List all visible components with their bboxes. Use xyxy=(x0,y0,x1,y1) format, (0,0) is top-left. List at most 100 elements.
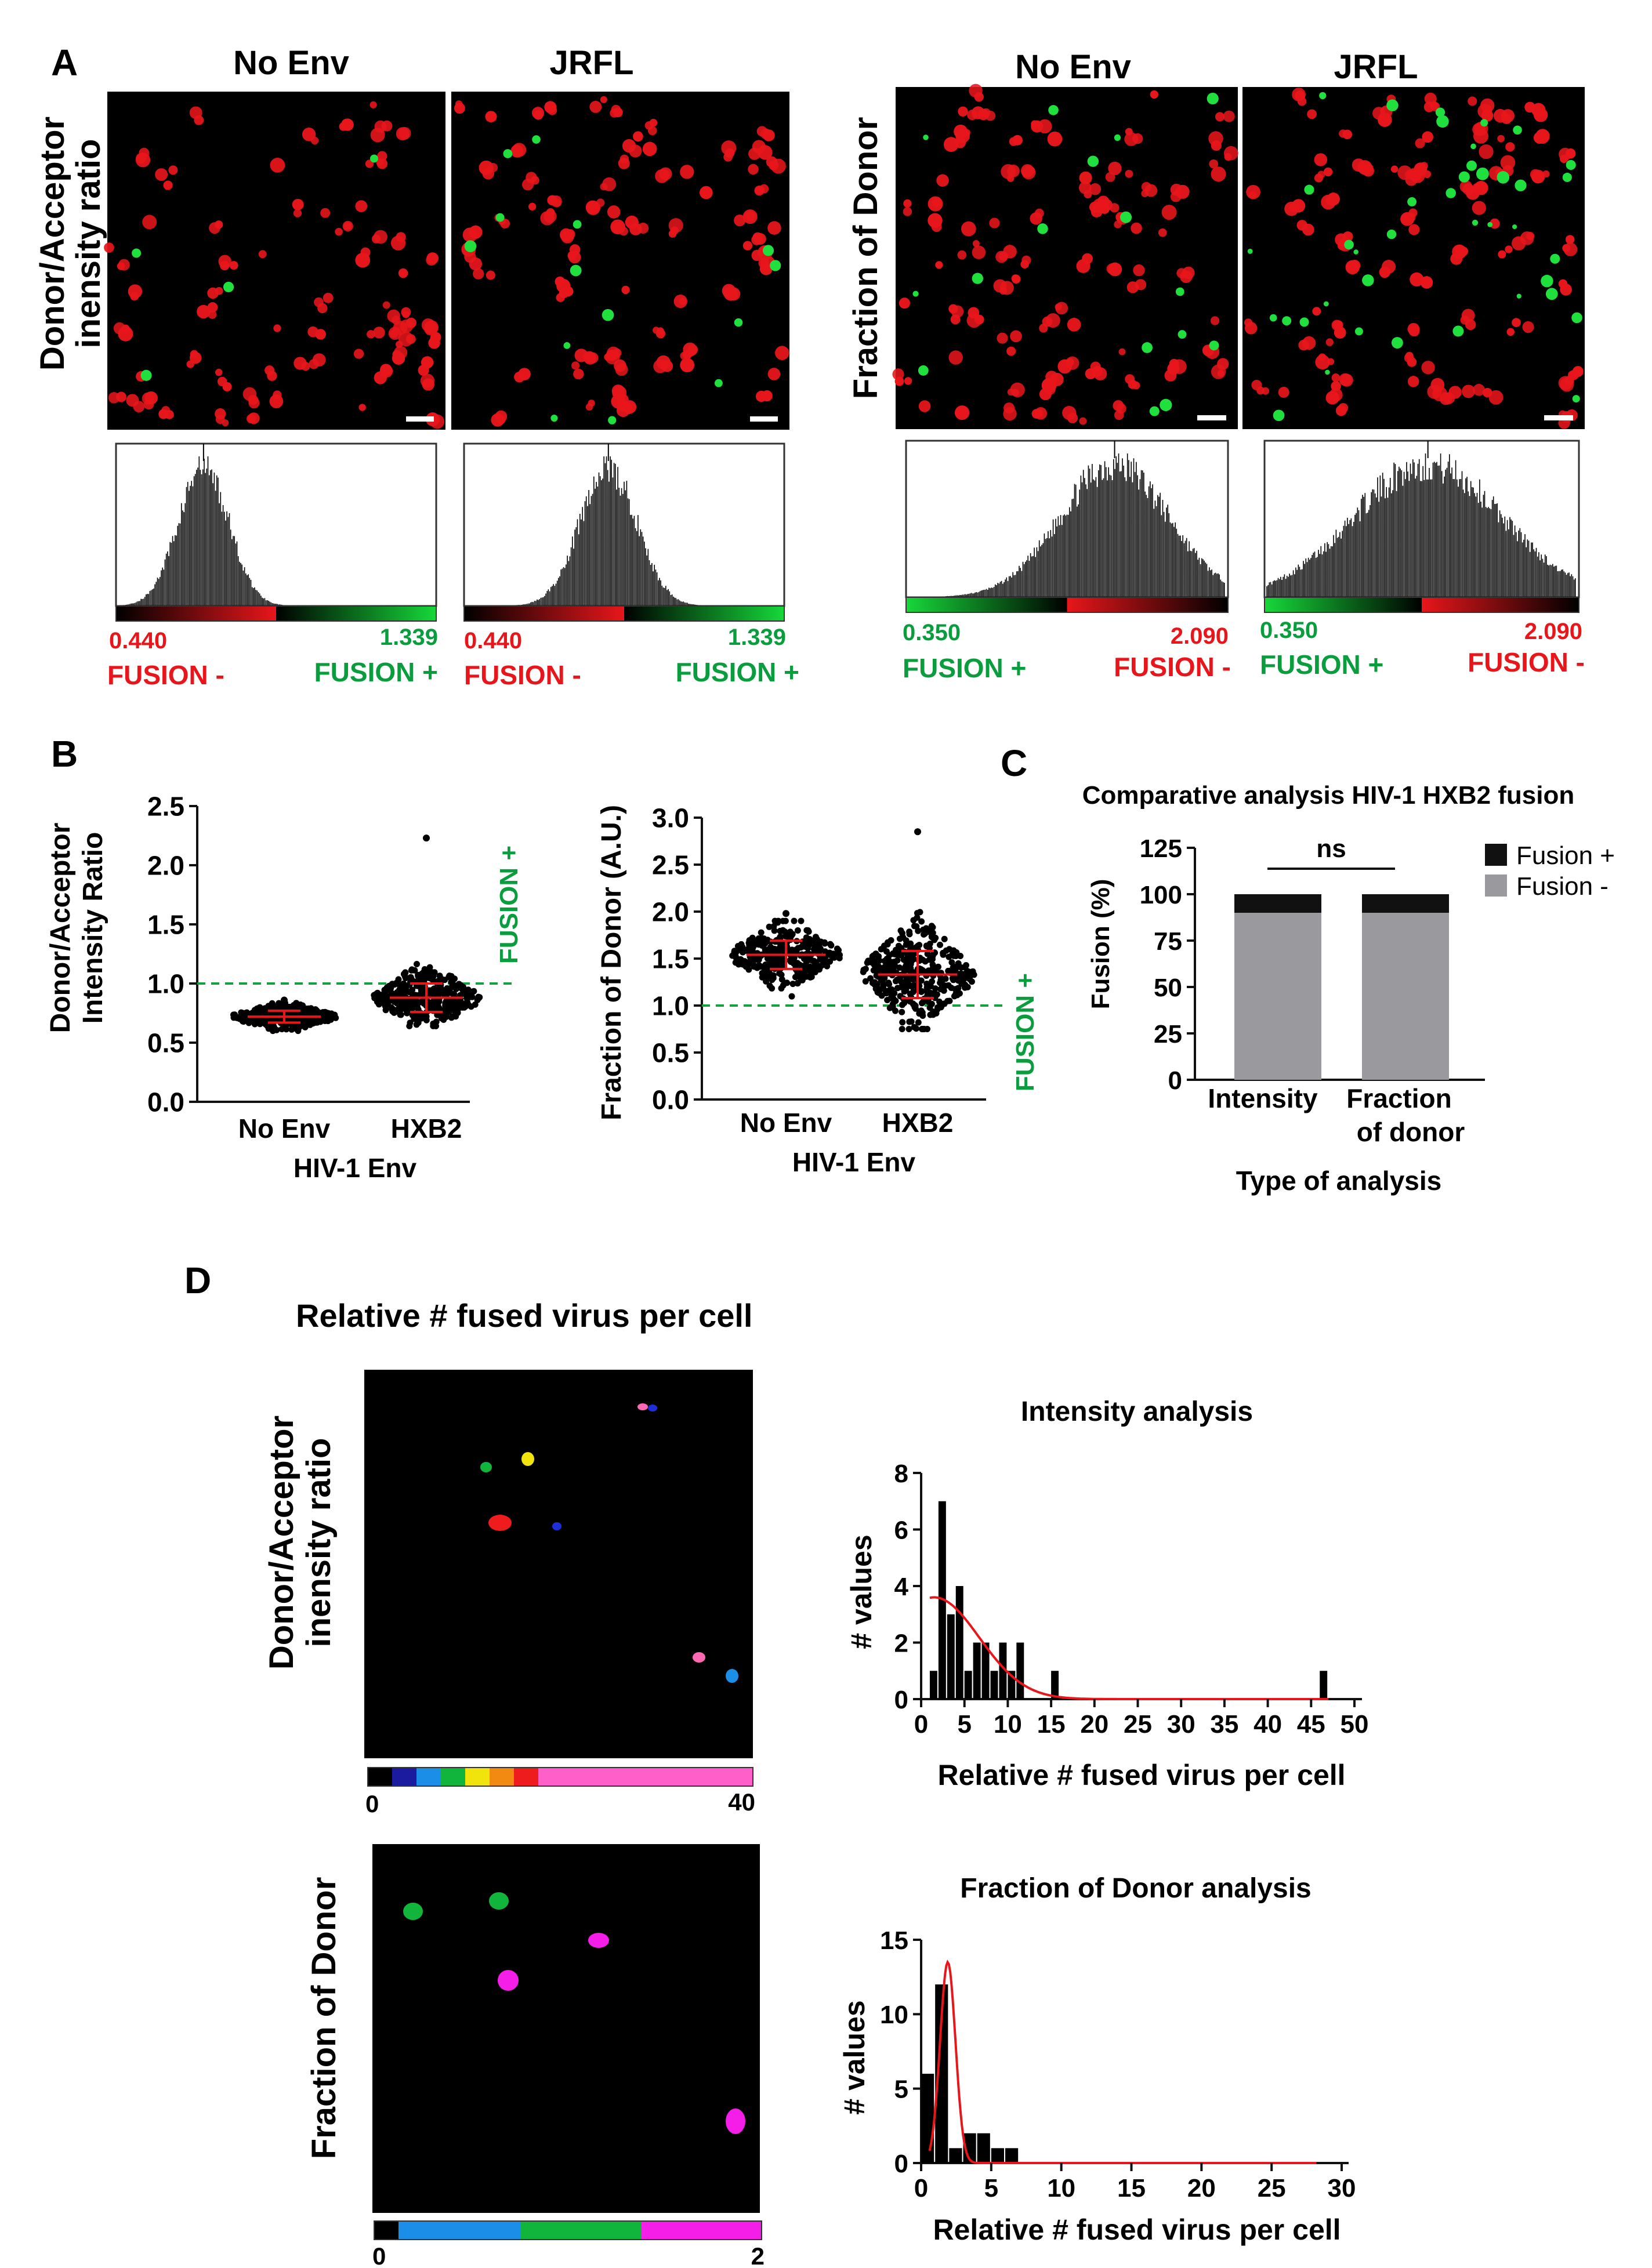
data-point xyxy=(407,1019,414,1026)
red-cell xyxy=(972,239,980,248)
cell-pink xyxy=(637,1403,657,1411)
data-point xyxy=(747,939,753,946)
red-cell xyxy=(371,234,381,244)
data-point xyxy=(450,981,457,988)
red-cell xyxy=(540,211,555,226)
data-point xyxy=(411,967,418,974)
x-tick-label: 25 xyxy=(1124,1710,1152,1739)
red-cell xyxy=(1563,242,1578,256)
data-point xyxy=(461,1004,468,1011)
red-cell xyxy=(649,118,658,127)
x-tick-label: 20 xyxy=(1187,2174,1216,2202)
red-cell xyxy=(943,137,959,152)
data-point xyxy=(870,967,877,974)
panel-d-title: Relative # fused virus per cell xyxy=(296,1297,752,1334)
red-cell xyxy=(622,139,636,153)
green-cell xyxy=(1354,327,1363,336)
red-cell xyxy=(418,364,429,376)
y-tick-label: 0.5 xyxy=(652,1038,689,1068)
category-label-fraction-line1: Fraction xyxy=(1346,1083,1451,1113)
data-point xyxy=(945,967,952,974)
data-point xyxy=(950,977,957,984)
red-cell xyxy=(1223,110,1235,122)
red-cell xyxy=(961,221,976,237)
data-point xyxy=(916,1010,923,1017)
data-point xyxy=(307,1021,314,1028)
y-tick-label: 8 xyxy=(894,1460,908,1488)
data-point xyxy=(923,981,930,987)
red-cell xyxy=(370,128,385,143)
data-point xyxy=(821,939,828,946)
red-cell xyxy=(571,361,580,370)
red-cell xyxy=(1407,357,1417,367)
green-cell xyxy=(1516,293,1521,299)
histogram-bar xyxy=(973,1642,981,1699)
histogram-bar xyxy=(999,1642,1007,1699)
red-cell xyxy=(1055,302,1068,315)
red-cell xyxy=(1490,218,1500,229)
red-cell xyxy=(427,252,439,264)
red-cell xyxy=(1089,183,1102,195)
green-cell xyxy=(1572,395,1580,403)
category-label-intensity: Intensity xyxy=(1208,1083,1318,1113)
red-cell xyxy=(360,247,371,257)
data-point xyxy=(804,943,811,949)
red-cell xyxy=(1531,169,1545,184)
data-point xyxy=(777,933,784,940)
red-cell xyxy=(1535,129,1550,144)
data-point xyxy=(442,1000,449,1007)
data-point xyxy=(434,1011,441,1018)
x-tick-label: 40 xyxy=(1254,1710,1282,1739)
colorbar-max: 2 xyxy=(751,2242,765,2268)
red-cell xyxy=(904,377,912,385)
red-cell xyxy=(1505,142,1515,152)
red-cell xyxy=(215,415,225,424)
red-cell xyxy=(622,400,637,414)
colorbar xyxy=(463,605,785,622)
data-point xyxy=(943,947,950,954)
green-cell xyxy=(1550,253,1560,264)
histogram-bar xyxy=(1320,1671,1328,1699)
red-cell xyxy=(1079,171,1092,184)
data-point xyxy=(934,1006,941,1013)
red-cell xyxy=(1423,170,1432,179)
bar-fusion-neg xyxy=(1234,913,1321,1080)
cell-light-blue xyxy=(726,1669,738,1683)
data-point xyxy=(962,964,969,971)
gaussian-fit-curve xyxy=(928,1959,1317,2164)
pixel-histogram-intensity-no-env xyxy=(115,442,437,622)
bar-fusion-neg xyxy=(1362,913,1449,1080)
red-cell xyxy=(1410,272,1424,286)
y-tick-label: 100 xyxy=(1140,881,1182,909)
green-cell xyxy=(1273,409,1285,422)
green-cell xyxy=(1562,172,1572,182)
data-point xyxy=(302,1024,309,1030)
data-point xyxy=(236,1015,242,1022)
colorbar-intensity xyxy=(367,1767,753,1787)
red-cell xyxy=(1012,389,1019,397)
green-cell xyxy=(503,149,513,158)
green-cell xyxy=(1435,107,1446,117)
y-tick-label: 0 xyxy=(1168,1066,1182,1095)
data-point xyxy=(803,927,810,934)
micrograph-intensity-no-env xyxy=(104,92,445,430)
red-cell xyxy=(997,332,1008,344)
red-cell xyxy=(1497,135,1505,143)
data-point xyxy=(884,941,891,948)
x-tick-label: 10 xyxy=(1047,2174,1075,2202)
data-point xyxy=(776,970,783,977)
red-cell xyxy=(1501,109,1515,123)
red-cell xyxy=(293,209,302,217)
green-cell xyxy=(1319,92,1327,100)
histogram-bar xyxy=(947,1614,955,1699)
chart-title: Fraction of Donor analysis xyxy=(960,1873,1311,1904)
red-cell xyxy=(1132,133,1143,144)
red-cell xyxy=(1312,307,1321,316)
data-point xyxy=(278,1026,285,1033)
red-cell xyxy=(1278,387,1289,398)
data-point xyxy=(257,1007,264,1013)
red-cell xyxy=(342,220,353,232)
green-cell xyxy=(1446,188,1456,198)
data-point xyxy=(923,925,930,932)
